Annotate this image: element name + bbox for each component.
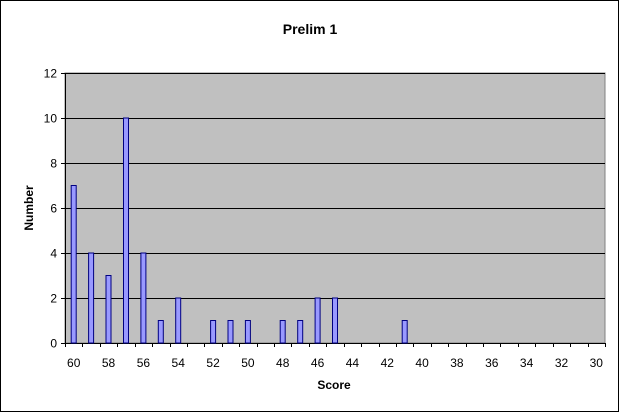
bar-score-41 [401, 320, 408, 344]
y-tick-label: 10 [44, 112, 58, 126]
bar-score-51 [227, 320, 234, 344]
x-tick-label: 54 [172, 356, 186, 370]
x-tick-label: 52 [206, 356, 220, 370]
x-tick-label: 42 [381, 356, 395, 370]
y-tick-label: 0 [50, 337, 57, 351]
bar-score-46 [314, 297, 321, 344]
bar-score-50 [244, 320, 251, 344]
bar-score-60 [70, 185, 77, 344]
bar-score-59 [88, 252, 95, 344]
x-tick-label: 46 [311, 356, 325, 370]
bar-score-45 [332, 297, 338, 344]
bar-score-54 [175, 297, 182, 344]
bar-score-47 [297, 320, 304, 344]
y-axis-title: Number [22, 185, 36, 231]
x-tick-label: 48 [276, 356, 290, 370]
x-tick-label: 60 [67, 356, 81, 370]
y-tick-label: 4 [50, 247, 57, 261]
x-tick-label: 50 [241, 356, 255, 370]
y-tick-label: 8 [50, 157, 57, 171]
y-tick-label: 6 [50, 202, 57, 216]
x-tick-label: 32 [555, 356, 569, 370]
x-tick-label: 38 [450, 356, 464, 370]
x-axis-title: Score [317, 378, 351, 392]
x-tick-label: 40 [415, 356, 429, 370]
y-tick-label: 12 [44, 67, 58, 81]
x-tick-label: 44 [346, 356, 360, 370]
x-tick-label: 34 [520, 356, 534, 370]
bar-score-56 [140, 252, 147, 344]
x-tick-label: 36 [485, 356, 499, 370]
x-tick-label: 58 [102, 356, 116, 370]
x-tick-label: 56 [137, 356, 151, 370]
bar-score-58 [105, 275, 112, 344]
y-tick-label: 2 [50, 292, 57, 306]
bar-score-48 [279, 320, 286, 344]
chart-title: Prelim 1 [283, 21, 338, 37]
bar-score-57 [123, 117, 129, 344]
bar-score-55 [157, 320, 164, 344]
bar-score-52 [210, 320, 217, 344]
x-tick-label: 30 [590, 356, 604, 370]
